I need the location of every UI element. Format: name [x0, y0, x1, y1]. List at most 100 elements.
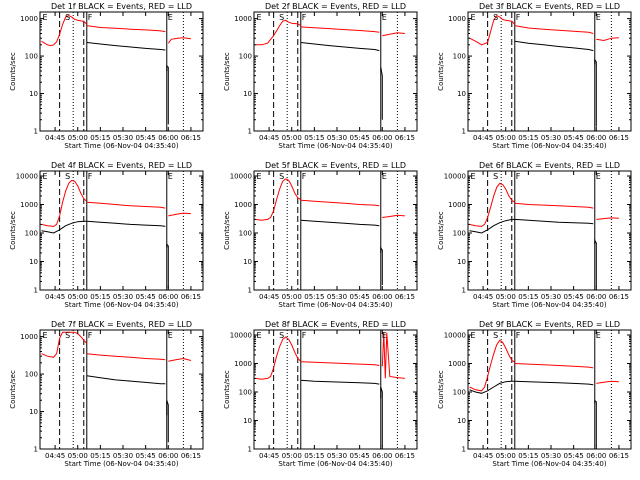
segment-label: F	[516, 331, 521, 340]
y-tick-label: 100	[453, 53, 466, 61]
y-tick-label: 100	[239, 230, 252, 238]
x-tick-label: 05:00	[282, 293, 302, 301]
segment-label: E	[596, 13, 601, 22]
x-axis-label: Start Time (06-Nov-04 04:35:40)	[278, 142, 392, 150]
x-tick-label: 05:15	[518, 293, 538, 301]
segment-label: S	[279, 172, 284, 181]
y-tick-label: 1000	[20, 15, 38, 23]
segment-label: S	[65, 13, 70, 22]
x-tick-label: 05:00	[496, 293, 516, 301]
x-tick-label: 04:45	[259, 452, 279, 460]
y-tick-label: 100	[239, 53, 252, 61]
y-axis-label: Counts/sec	[437, 52, 445, 91]
x-tick-label: 06:00	[158, 293, 178, 301]
x-tick-label: 05:30	[327, 134, 347, 142]
y-tick-label: 1000	[20, 201, 38, 209]
x-axis-label: Start Time (06-Nov-04 04:35:40)	[492, 301, 606, 309]
x-tick-label: 05:30	[327, 452, 347, 460]
plot-title: Det 8f BLACK = Events, RED = LLD	[265, 320, 406, 329]
x-tick-label: 06:00	[372, 134, 392, 142]
lld-series-line	[86, 25, 166, 33]
x-tick-label: 06:00	[372, 452, 392, 460]
events-series-line	[166, 400, 169, 443]
y-tick-label: 1	[462, 446, 466, 454]
plot-area	[255, 12, 405, 131]
plot-frame	[467, 170, 632, 291]
y-tick-label: 1000	[234, 360, 252, 368]
plot-frame	[39, 11, 204, 132]
plot-frame	[253, 170, 418, 291]
segment-label: F	[88, 172, 93, 181]
y-tick-label: 1	[34, 287, 38, 295]
y-tick-label: 10000	[444, 332, 466, 340]
x-tick-label: 04:45	[45, 452, 65, 460]
x-tick-label: 06:15	[395, 293, 415, 301]
x-tick-label: 05:00	[496, 134, 516, 142]
lld-series-line	[167, 37, 191, 44]
x-tick-label: 06:15	[609, 293, 629, 301]
x-tick-label: 06:15	[609, 452, 629, 460]
y-tick-label: 10000	[230, 173, 252, 181]
plot-frame	[39, 329, 204, 450]
x-tick-label: 05:00	[68, 134, 88, 142]
lld-series-line	[469, 339, 516, 392]
lld-series-line	[41, 331, 88, 358]
x-tick-label: 05:00	[496, 452, 516, 460]
x-tick-label: 05:45	[350, 293, 370, 301]
x-tick-label: 05:30	[541, 293, 561, 301]
y-tick-label: 100	[453, 230, 466, 238]
lld-series-line	[41, 15, 88, 47]
y-tick-label: 1000	[20, 333, 38, 341]
x-tick-label: 05:45	[564, 293, 584, 301]
segment-label: F	[302, 172, 307, 181]
events-series-line	[41, 220, 87, 234]
segment-label: S	[65, 331, 70, 340]
plot-frame	[253, 11, 418, 132]
segment-label: E	[43, 13, 48, 22]
y-tick-label: 1000	[234, 201, 252, 209]
events-series-line	[166, 242, 169, 288]
y-tick-label: 10000	[230, 332, 252, 340]
events-series-line	[514, 40, 594, 52]
x-axis-label: Start Time (06-Nov-04 04:35:40)	[492, 142, 606, 150]
segment-label: E	[471, 172, 476, 181]
lld-series-line	[255, 336, 302, 380]
x-tick-label: 06:00	[586, 452, 606, 460]
x-tick-label: 05:30	[327, 293, 347, 301]
x-tick-label: 06:15	[181, 452, 201, 460]
segment-label: F	[302, 13, 307, 22]
plot-title: Det 7f BLACK = Events, RED = LLD	[51, 320, 192, 329]
events-series-line	[594, 399, 597, 446]
x-tick-label: 05:45	[136, 452, 156, 460]
segment-label: E	[257, 13, 262, 22]
lld-series-line	[514, 25, 594, 34]
x-tick-label: 05:45	[350, 134, 370, 142]
segment-label: E	[168, 331, 173, 340]
plot-title: Det 3f BLACK = Events, RED = LLD	[479, 2, 620, 11]
x-tick-label: 06:00	[158, 452, 178, 460]
y-tick-label: 1000	[448, 15, 466, 23]
x-tick-label: 05:00	[282, 134, 302, 142]
x-tick-label: 05:00	[68, 452, 88, 460]
x-tick-label: 05:30	[113, 452, 133, 460]
segment-label: S	[279, 331, 284, 340]
x-tick-label: 05:15	[304, 293, 324, 301]
segment-label: S	[65, 172, 70, 181]
events-series-line	[469, 380, 515, 394]
x-tick-label: 06:00	[586, 134, 606, 142]
plot-area	[469, 171, 619, 290]
x-axis-label: Start Time (06-Nov-04 04:35:40)	[64, 301, 178, 309]
x-tick-label: 05:45	[564, 134, 584, 142]
segment-label: E	[471, 13, 476, 22]
x-tick-label: 05:15	[304, 134, 324, 142]
plot-area	[255, 171, 405, 290]
lld-series-line	[382, 214, 405, 218]
y-tick-label: 1000	[234, 15, 252, 23]
lld-series-line	[86, 201, 166, 209]
lld-series-line	[514, 202, 594, 209]
